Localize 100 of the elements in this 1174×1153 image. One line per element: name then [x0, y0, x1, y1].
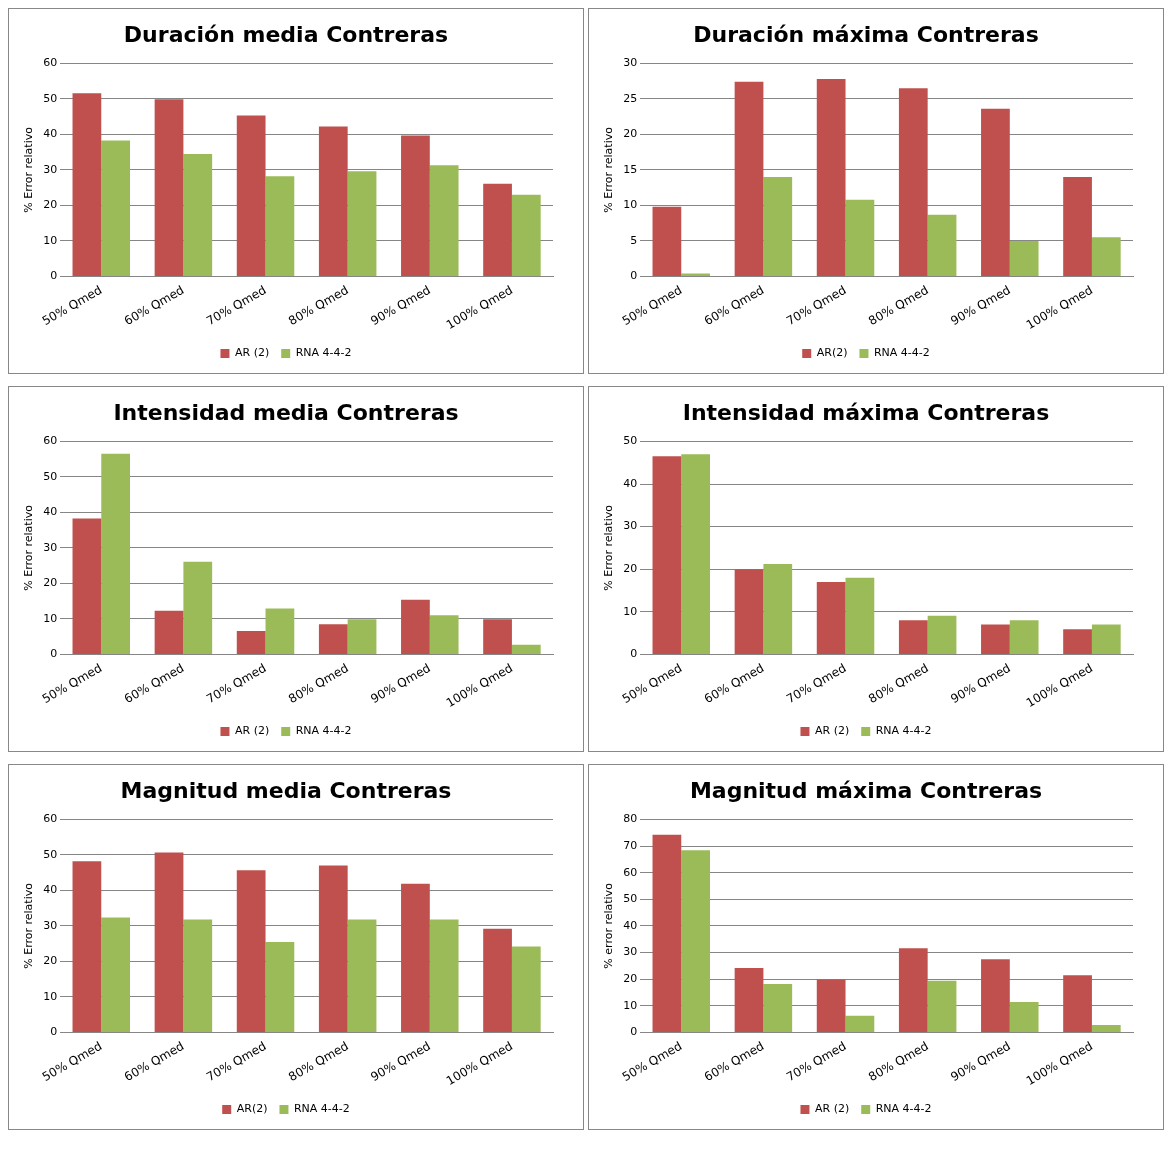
bar [318, 624, 348, 654]
bar [265, 608, 295, 654]
bar [816, 79, 846, 276]
bar [681, 850, 711, 1032]
bar [183, 919, 213, 1032]
bar [265, 176, 295, 276]
bar [318, 126, 348, 276]
bar [236, 630, 266, 654]
bar [429, 919, 459, 1032]
bar [845, 199, 875, 276]
bar [816, 979, 846, 1032]
chart-title: Magnitud máxima Contreras [689, 777, 1043, 803]
y-tick-label: 0 [50, 269, 58, 283]
y-tick-label: 20 [623, 562, 638, 576]
y-tick-label: 40 [623, 918, 638, 932]
bar [101, 917, 131, 1032]
bar [483, 928, 512, 1032]
y-axis-title: % Error relativo [602, 504, 616, 591]
y-tick-label: 20 [623, 127, 638, 141]
bar [763, 564, 793, 654]
bar [401, 135, 430, 276]
bar [1063, 177, 1092, 276]
y-tick-label: 60 [43, 434, 58, 448]
y-tick-label: 30 [623, 945, 638, 959]
bar [1091, 624, 1121, 654]
bar [265, 941, 295, 1032]
bar [511, 644, 541, 654]
bar [429, 615, 459, 654]
bar [154, 99, 184, 276]
y-tick-label: 0 [50, 1025, 58, 1039]
bar [429, 165, 459, 276]
bar [1009, 1002, 1039, 1032]
y-tick-label: 30 [623, 519, 638, 533]
y-tick-label: 40 [43, 505, 58, 519]
legend-label: AR(2) [816, 346, 848, 360]
y-tick-label: 60 [43, 812, 58, 826]
y-tick-label: 10 [43, 233, 58, 247]
y-tick-label: 50 [623, 892, 638, 906]
y-tick-label: 0 [630, 647, 638, 661]
y-axis-title: % Error relativo [22, 126, 36, 213]
y-tick-label: 40 [43, 127, 58, 141]
bar [347, 919, 377, 1032]
bar [1091, 1024, 1121, 1032]
bar [72, 861, 102, 1032]
y-tick-label: 10 [623, 604, 638, 618]
y-tick-label: 40 [43, 883, 58, 897]
bar [154, 852, 184, 1032]
bar [101, 453, 131, 654]
bar [898, 620, 928, 654]
bar [981, 959, 1010, 1032]
y-tick-label: 30 [43, 162, 58, 176]
y-tick-label: 15 [623, 162, 638, 176]
y-axis-title: % Error relativo [22, 882, 36, 969]
y-tick-label: 0 [50, 647, 58, 661]
y-tick-label: 10 [623, 198, 638, 212]
bar [1091, 237, 1121, 276]
bar [927, 615, 957, 654]
bar [845, 1015, 875, 1032]
bar [236, 870, 266, 1032]
y-tick-label: 50 [623, 434, 638, 448]
bar [816, 581, 846, 654]
y-axis-title: % Error relativo [22, 504, 36, 591]
y-tick-label: 30 [623, 56, 638, 70]
bar [401, 599, 430, 654]
y-tick-label: 20 [623, 972, 638, 986]
bar [483, 619, 512, 654]
bar [511, 194, 541, 276]
bar [734, 569, 764, 654]
bar [652, 206, 682, 276]
bar [1009, 620, 1039, 654]
y-tick-label: 0 [630, 269, 638, 283]
y-tick-label: 50 [43, 847, 58, 861]
legend-label: RNA 4-4-2 [295, 724, 352, 738]
y-tick-label: 70 [623, 838, 638, 852]
legend-label: RNA 4-4-2 [875, 724, 932, 738]
bar [183, 561, 213, 654]
bar [1063, 629, 1092, 654]
legend-label: RNA 4-4-2 [295, 346, 352, 360]
y-tick-label: 60 [623, 865, 638, 879]
legend-label: AR (2) [814, 1102, 850, 1116]
legend-label: RNA 4-4-2 [293, 1102, 350, 1116]
bar [1063, 975, 1092, 1032]
y-tick-label: 10 [43, 611, 58, 625]
y-tick-label: 60 [43, 56, 58, 70]
y-tick-label: 30 [43, 540, 58, 554]
y-tick-label: 80 [623, 812, 638, 826]
y-tick-label: 20 [43, 576, 58, 590]
legend-label: AR (2) [234, 346, 270, 360]
legend-label: AR (2) [234, 724, 270, 738]
legend-label: AR(2) [236, 1102, 268, 1116]
bar [347, 619, 377, 654]
bar [681, 454, 711, 654]
bar [763, 177, 793, 276]
bar [483, 183, 512, 276]
bar [981, 624, 1010, 654]
y-tick-label: 10 [623, 998, 638, 1012]
y-axis-title: % error relativo [602, 882, 616, 969]
bar [734, 81, 764, 276]
chart-title: Duración máxima Contreras [693, 21, 1039, 47]
y-tick-label: 25 [623, 91, 638, 105]
